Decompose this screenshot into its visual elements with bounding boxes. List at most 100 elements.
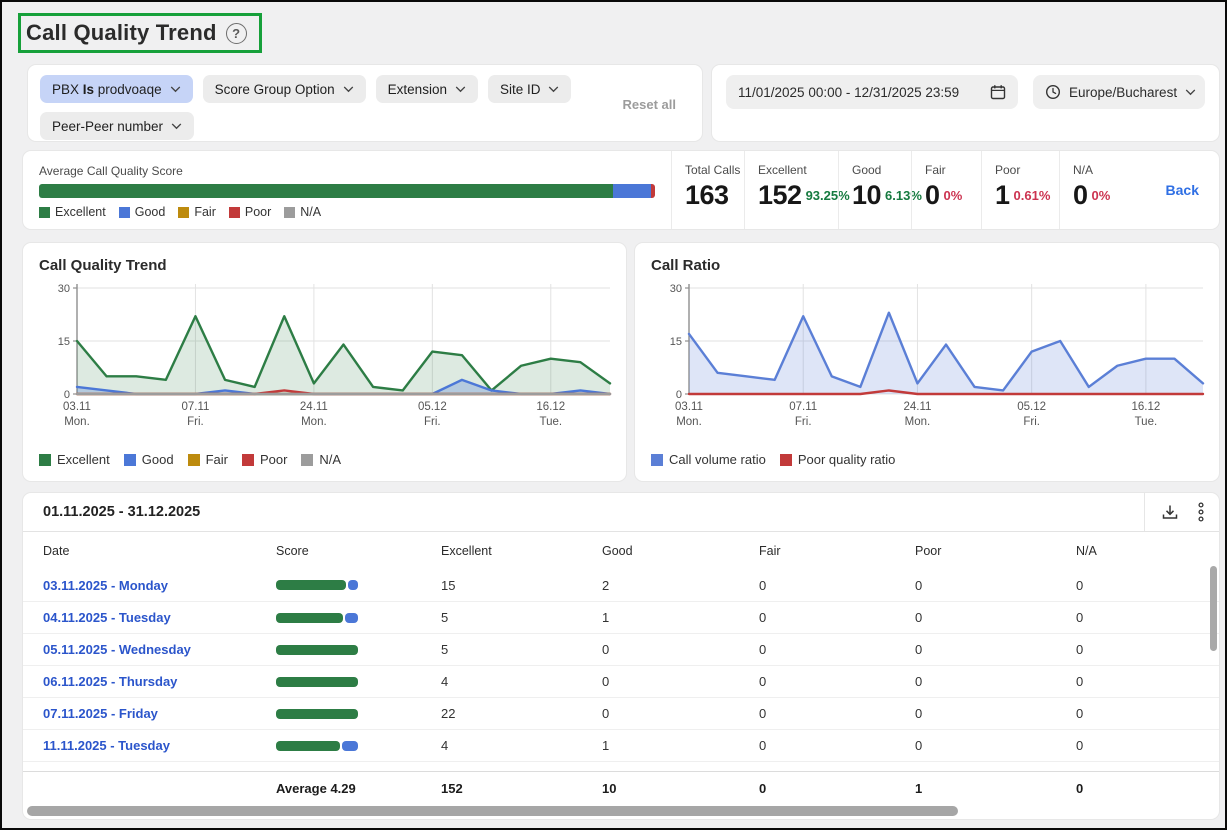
score-segment-excellent (276, 708, 358, 719)
cell-excellent: 15 (441, 577, 456, 593)
date-link[interactable]: 07.11.2025 - Friday (43, 706, 158, 721)
date-link[interactable]: 03.11.2025 - Monday (43, 577, 169, 593)
filter-chip-label: Extension (387, 81, 447, 97)
cell-na: 0 (1076, 642, 1084, 657)
legend-item: Excellent (39, 452, 110, 467)
kebab-menu-icon[interactable] (1197, 502, 1205, 522)
footer-cell: 0 (759, 781, 767, 796)
filter-chip-row-2: Peer-Peer number (40, 112, 690, 140)
back-button[interactable]: Back (1165, 182, 1199, 198)
horizontal-scrollbar[interactable] (27, 806, 958, 816)
legend-swatch (39, 453, 51, 466)
svg-text:24.11: 24.11 (903, 401, 931, 413)
stat-value: 1 0.61% (995, 182, 1059, 209)
svg-text:05.12: 05.12 (1017, 401, 1046, 413)
filter-chip-1[interactable]: Score Group Option (202, 75, 366, 103)
cell-good: 1 (602, 738, 610, 753)
table-body: 03.11.2025 - Monday 15 2 0 0 0 04.11.2025 - Tu… (23, 569, 1219, 762)
score-bar-cell (276, 580, 358, 590)
svg-text:07.11: 07.11 (789, 401, 817, 413)
chevron-down-icon (455, 86, 466, 92)
legend-item: Good (123, 452, 174, 467)
stat-value: 163 (685, 182, 744, 209)
cell-excellent: 5 (441, 610, 449, 625)
svg-text:0: 0 (64, 389, 70, 401)
filter-chip-0[interactable]: PBX Is prodvoaqe (40, 75, 193, 103)
date-link[interactable]: 06.11.2025 - Thursday (43, 674, 178, 689)
filter-chip-label: Peer-Peer number (52, 118, 164, 134)
legend-swatch (123, 453, 136, 466)
svg-text:Tue.: Tue. (539, 416, 562, 428)
filter-chip-2[interactable]: Extension (375, 75, 478, 103)
cell-na: 0 (1076, 674, 1084, 689)
stat-value: 0 0% (1073, 182, 1123, 209)
vertical-scrollbar[interactable] (1210, 566, 1217, 651)
cell-poor: 0 (915, 674, 923, 689)
table-row: 06.11.2025 - Thursday 4 0 0 0 0 (23, 665, 1219, 697)
date-link[interactable]: 11.11.2025 - Tuesday (43, 738, 170, 753)
svg-text:03.11: 03.11 (675, 401, 703, 413)
legend-swatch (779, 453, 792, 466)
stat-label: Excellent (758, 163, 807, 177)
filter-chip-4[interactable]: Peer-Peer number (40, 112, 195, 140)
stat-n-a: N/A 0 0% (1059, 151, 1123, 229)
table-date-range-title: 01.11.2025 - 31.12.2025 (43, 504, 201, 520)
page-title-annotation-box: Call Quality Trend ? (18, 13, 262, 53)
legend-label: Poor quality ratio (797, 452, 896, 467)
stat-value: 0 0% (925, 182, 981, 209)
chart-title: Call Quality Trend (39, 257, 167, 274)
stat-number: 152 (758, 180, 802, 210)
svg-text:30: 30 (670, 283, 682, 295)
chevron-down-icon (549, 86, 559, 92)
svg-text:Mon.: Mon. (64, 416, 90, 428)
cell-poor: 0 (915, 577, 923, 593)
stat-excellent: Excellent 152 93.25% (744, 151, 850, 229)
cell-fair: 0 (759, 738, 767, 753)
score-bar-cell (276, 612, 358, 623)
chevron-down-icon (170, 86, 180, 92)
svg-text:15: 15 (58, 336, 70, 348)
table-row: 05.11.2025 - Wednesday 5 0 0 0 0 (23, 633, 1219, 665)
filter-chip-3[interactable]: Site ID (487, 75, 572, 103)
svg-text:30: 30 (58, 283, 70, 295)
legend-item: N/A (284, 205, 321, 219)
svg-text:16.12: 16.12 (1131, 401, 1160, 413)
svg-text:Fri.: Fri. (795, 416, 812, 428)
column-header-good: Good (602, 543, 633, 558)
stat-label: N/A (1073, 163, 1094, 177)
legend-item: Fair (178, 205, 216, 219)
cell-excellent: 22 (441, 706, 456, 721)
legend-item: Poor (241, 452, 288, 467)
filter-chip-label: Site ID (499, 81, 541, 97)
svg-text:Mon.: Mon. (676, 416, 702, 428)
footer-cell: 10 (602, 781, 617, 796)
score-bar-cell (276, 644, 358, 655)
chevron-down-icon (343, 86, 353, 92)
svg-text:Tue.: Tue. (1135, 416, 1158, 428)
score-segment-good (348, 580, 358, 590)
legend-label: Good (141, 452, 174, 467)
download-icon[interactable] (1161, 503, 1179, 521)
stat-percent: 6.13% (885, 188, 922, 203)
cell-good: 1 (602, 610, 610, 625)
filters-panel: PBX Is prodvoaqe Score Group Option Extens… (27, 64, 703, 142)
chevron-down-icon (171, 123, 182, 129)
legend-item: Poor (228, 205, 271, 219)
legend-label: Fair (194, 205, 216, 219)
legend-label: Poor (259, 452, 288, 467)
score-segment-excellent (276, 676, 358, 687)
cell-na: 0 (1076, 738, 1084, 753)
help-icon[interactable]: ? (225, 22, 247, 44)
footer-cell: 0 (1076, 781, 1084, 796)
legend-item: Fair (187, 452, 228, 467)
reset-all-button[interactable]: Reset all (622, 97, 676, 112)
date-range-field[interactable]: 11/01/2025 00:00 - 12/31/2025 23:59 (726, 75, 1018, 109)
date-link[interactable]: 04.11.2025 - Tuesday (43, 610, 171, 625)
legend-label: N/A (300, 205, 322, 219)
timezone-select[interactable]: Europe/Bucharest (1033, 75, 1205, 109)
cell-excellent: 4 (441, 674, 449, 689)
date-cell: 04.11.2025 - Tuesday (43, 610, 276, 625)
date-link[interactable]: 05.11.2025 - Wednesday (43, 642, 191, 657)
legend-label: Good (134, 205, 166, 219)
stat-fair: Fair 0 0% (911, 151, 981, 229)
